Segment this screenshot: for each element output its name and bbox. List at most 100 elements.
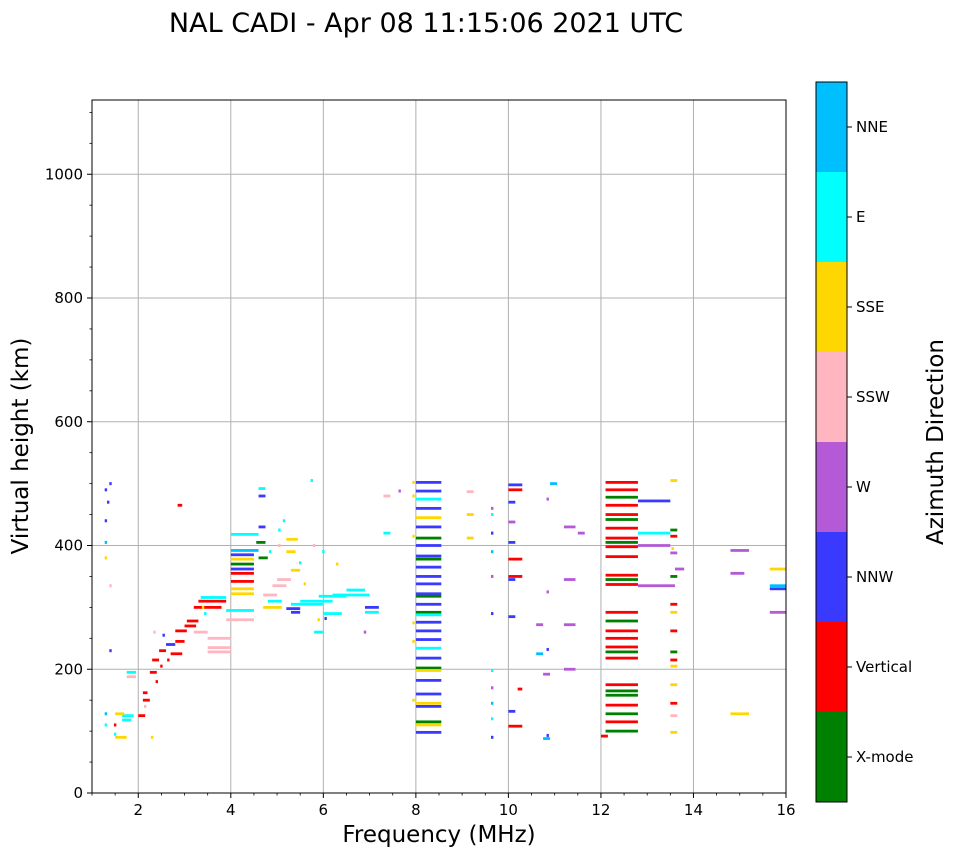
echo-point-ssw: [153, 630, 156, 634]
y-tick-label: 600: [54, 413, 83, 431]
grid-lines: [92, 100, 787, 794]
echo-segment-x-mode: [605, 578, 638, 581]
echo-segment-w: [508, 520, 516, 524]
echo-point-e: [104, 723, 108, 727]
echo-segment-vertical: [198, 599, 227, 603]
echo-segment-w: [670, 551, 678, 555]
echo-segment-ssw: [193, 630, 208, 634]
echo-segment-w: [563, 667, 576, 671]
echo-segment-vertical: [605, 573, 638, 577]
colorbar-frame: [815, 81, 848, 803]
echo-segment-e: [364, 610, 379, 614]
echo-point-ssw: [278, 544, 281, 547]
echo-segment-nnw: [508, 541, 516, 544]
colorbar-swatch-sse: [816, 262, 847, 352]
echo-point-nnw: [546, 733, 549, 737]
echo-segment-x-mode: [415, 557, 442, 561]
echo-segment-sse: [670, 730, 678, 734]
echo-point-ssw: [144, 704, 147, 708]
echo-segment-nnw: [508, 615, 516, 619]
echo-segment-vertical: [670, 602, 678, 606]
echo-segment-nnw: [508, 500, 516, 504]
echo-segment-w: [730, 549, 749, 552]
echo-segment-vertical: [508, 557, 523, 561]
colorbar-tick-label: Vertical: [856, 658, 912, 676]
echo-point-sse: [104, 556, 108, 560]
echo-segment-sse: [230, 592, 254, 596]
echo-segment-nnw: [415, 629, 442, 633]
colorbar-swatch-nne: [816, 82, 847, 172]
echo-segment-nnw: [415, 575, 442, 578]
echo-point-nne: [491, 550, 494, 554]
echo-segment-nne: [543, 737, 551, 740]
echo-point-sse: [150, 735, 154, 739]
x-tick-label: 2: [133, 801, 143, 819]
echo-segment-e: [332, 593, 370, 597]
echo-segment-vertical: [186, 619, 199, 623]
echo-point-ssw: [109, 584, 112, 588]
echo-point-w: [491, 686, 494, 690]
echo-segment-nnw: [415, 480, 442, 484]
colorbar-tick-label: SSE: [856, 298, 885, 316]
echo-segment-x-mode: [670, 528, 678, 532]
echo-segment-w: [563, 623, 576, 627]
echo-point-sse: [336, 562, 339, 566]
echo-point-vertical: [155, 680, 158, 684]
echo-point-vertical: [160, 664, 163, 668]
echo-segment-w: [536, 623, 544, 627]
echo-segment-e: [126, 670, 136, 674]
colorbar-tick-label: X-mode: [856, 748, 913, 766]
echo-point-e: [310, 479, 313, 483]
colorbar-swatch-e: [816, 172, 847, 262]
echo-segment-nnw: [415, 506, 442, 510]
echo-segment-x-mode: [230, 562, 254, 566]
y-axis-label: Virtual height (km): [8, 338, 34, 555]
echo-segment-e: [230, 532, 259, 536]
echo-segment-w: [637, 544, 671, 547]
colorbar-tick-label: NNW: [856, 568, 893, 586]
colorbar-tick-label: SSW: [856, 388, 890, 406]
echo-segment-nnw: [769, 587, 786, 591]
x-axis-ticks: 2 4 6 8 10 12 14 16: [91, 793, 796, 819]
chart-title: NAL CADI - Apr 08 11:15:06 2021 UTC: [169, 8, 683, 39]
y-tick-label: 400: [54, 537, 83, 555]
echo-segment-e: [415, 613, 442, 617]
echo-point-w: [363, 630, 367, 634]
echo-segment-vertical: [605, 480, 638, 484]
echo-segment-w: [577, 531, 585, 535]
echo-segment-ssw: [263, 593, 278, 597]
echo-segment-nnw: [230, 553, 254, 557]
echo-point-e: [278, 528, 281, 532]
echo-segment-nne: [550, 482, 557, 486]
echo-segment-x-mode: [605, 541, 638, 544]
echo-point-sse: [317, 618, 320, 622]
x-tick-label: 14: [684, 801, 703, 819]
echo-segment-vertical: [605, 683, 638, 687]
echo-point-nnw: [162, 633, 165, 637]
echo-segment-vertical: [605, 583, 638, 586]
echo-segment-vertical: [508, 575, 523, 578]
echo-segment-ssw: [207, 650, 231, 654]
echo-segment-nnw: [415, 678, 442, 682]
echo-segment-sse: [415, 701, 442, 705]
echo-segment-sse: [466, 513, 474, 516]
echo-segment-x-mode: [670, 575, 678, 578]
echo-segment-vertical: [605, 636, 638, 640]
echo-segment-vertical: [605, 703, 638, 707]
echo-segment-vertical: [605, 488, 638, 492]
echo-segment-nne: [536, 652, 544, 656]
echo-point-e: [491, 668, 494, 672]
x-tick-label: 10: [499, 801, 518, 819]
y-tick-label: 800: [54, 289, 83, 307]
plot-area-frame: [91, 99, 787, 794]
echo-segment-e: [200, 596, 227, 599]
echo-segment-nnw: [415, 656, 442, 660]
echo-segment-vertical: [193, 605, 222, 609]
echo-point-sse: [303, 582, 307, 586]
echo-segment-vertical: [605, 645, 638, 649]
echo-point-w: [491, 574, 494, 578]
echo-segment-e: [267, 599, 282, 603]
echo-segment-x-mode: [256, 541, 266, 544]
colorbar-tick-label: E: [856, 208, 865, 226]
echo-segment-sse: [115, 735, 127, 739]
